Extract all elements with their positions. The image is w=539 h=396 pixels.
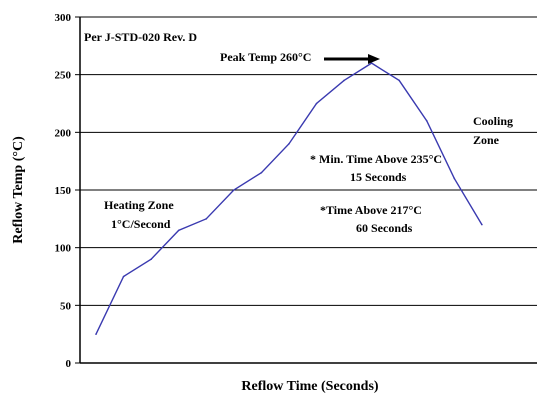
data-point-9 [343, 79, 345, 82]
cooling-zone-label-1: Cooling [473, 114, 513, 128]
data-point-4 [205, 218, 208, 220]
y-tick-label-150: 150 [55, 185, 72, 197]
time-above-label-1: *Time Above 217°C [320, 203, 422, 217]
y-tick-label-0: 0 [66, 358, 72, 370]
y-tick-label-250: 250 [55, 70, 72, 82]
data-point-12 [425, 120, 428, 122]
data-point-14 [481, 223, 483, 226]
x-axis-title: Reflow Time (Seconds) [241, 379, 378, 394]
y-tick-label-50: 50 [60, 300, 72, 312]
data-point-7 [288, 143, 290, 145]
data-point-1 [122, 275, 125, 278]
data-point-5 [233, 189, 235, 191]
data-point-8 [315, 102, 318, 105]
data-point-13 [453, 177, 456, 180]
data-point-6 [260, 171, 263, 174]
data-point-3 [177, 229, 180, 232]
data-point-2 [150, 258, 152, 261]
peak-arrow-head [368, 54, 380, 64]
cooling-zone-label-2: Zone [473, 133, 500, 147]
y-tick-label-100: 100 [55, 243, 72, 255]
grid-lines [80, 16, 537, 306]
data-point-0 [95, 333, 97, 335]
min-time-label-2: 15 Seconds [350, 170, 407, 184]
time-above-label-2: 60 Seconds [356, 221, 413, 235]
y-axis-ticks: 0 50 100 150 200 250 300 [55, 12, 80, 370]
data-point-11 [398, 79, 400, 82]
standard-annotation: Per J-STD-020 Rev. D [84, 30, 197, 44]
data-point-10 [370, 62, 373, 64]
y-axis-title: Reflow Temp (°C) [11, 136, 26, 244]
data-points [95, 62, 483, 335]
min-time-label-1: * Min. Time Above 235°C [310, 152, 442, 166]
heating-zone-label-1: Heating Zone [104, 198, 174, 212]
peak-annotation: Peak Temp 260°C [220, 50, 311, 64]
y-tick-label-300: 300 [55, 12, 72, 24]
y-tick-label-200: 200 [55, 127, 72, 139]
heating-zone-label-2: 1°C/Second [111, 217, 171, 231]
